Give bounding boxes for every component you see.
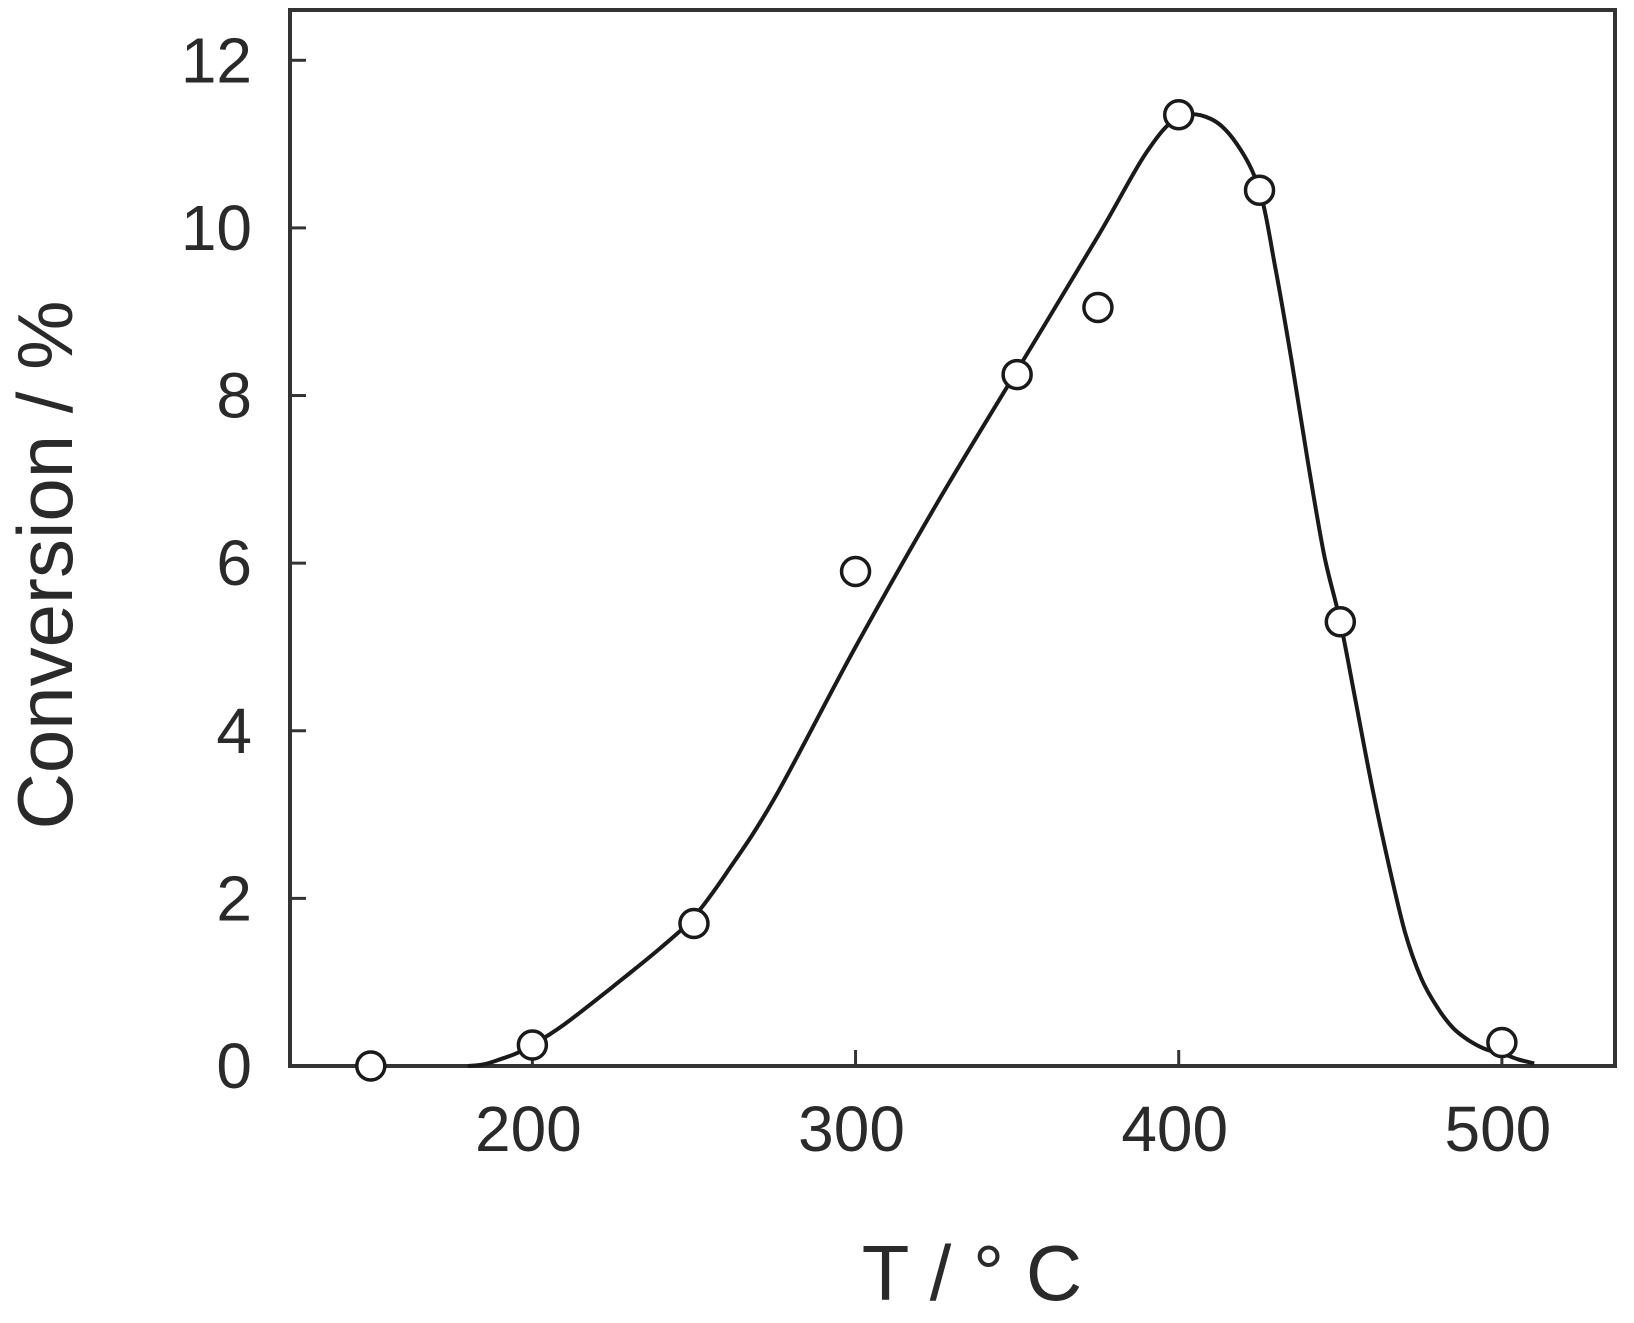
x-tick-label-200: 200 xyxy=(475,1093,582,1165)
y-tick-label-2: 2 xyxy=(216,862,252,934)
y-tick-label-6: 6 xyxy=(216,527,252,599)
x-axis-title: T / ° C xyxy=(862,1229,1082,1317)
x-tick-label-300: 300 xyxy=(798,1093,905,1165)
y-tick-label-10: 10 xyxy=(181,192,252,264)
x-tick-label-400: 400 xyxy=(1121,1093,1228,1165)
data-point-500 xyxy=(1486,1026,1518,1059)
data-point-200 xyxy=(516,1029,549,1061)
plot-frame xyxy=(288,8,1617,1068)
fit-curve xyxy=(467,112,1535,1068)
data-point-450 xyxy=(1324,606,1357,638)
data-point-400 xyxy=(1162,99,1195,131)
data-point-300 xyxy=(839,555,872,588)
y-tick-label-12: 12 xyxy=(181,24,252,96)
data-point-150 xyxy=(355,1050,387,1082)
y-tick-label-8: 8 xyxy=(216,360,252,432)
data-point-350 xyxy=(1001,358,1033,391)
data-point-375 xyxy=(1082,291,1114,324)
data-point-425 xyxy=(1243,174,1276,206)
data-point-250 xyxy=(678,907,710,940)
data-markers xyxy=(355,99,1518,1082)
y-tick-label-4: 4 xyxy=(216,695,252,767)
y-axis: 0 2 4 6 8 10 12 xyxy=(181,24,306,1102)
plot-area-border xyxy=(288,8,1617,1068)
fit-curve-layer xyxy=(467,112,1535,1068)
y-tick-label-0: 0 xyxy=(216,1030,252,1102)
x-tick-label-500: 500 xyxy=(1444,1093,1551,1165)
y-axis-title: Conversion / % xyxy=(1,301,89,830)
x-axis: 200 300 400 500 xyxy=(475,1050,1551,1165)
